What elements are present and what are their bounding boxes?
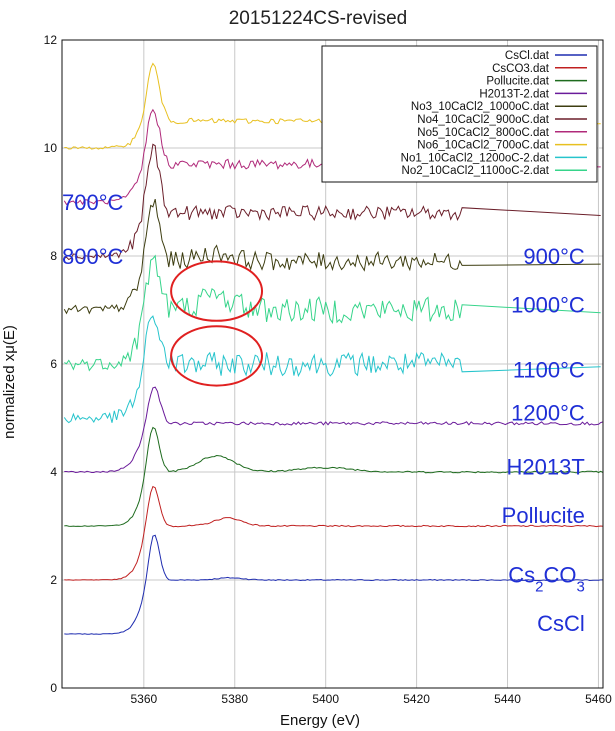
series-line [63, 315, 601, 424]
y-tick-label: 0 [50, 681, 57, 695]
x-tick-label: 5420 [403, 692, 430, 706]
legend: CsCl.datCsCO3.datPollucite.datH2013T-2.d… [321, 45, 598, 183]
y-tick-label: 2 [50, 573, 57, 587]
legend-label: No3_10CaCl2_1000oC.dat [411, 101, 550, 113]
series-line [64, 485, 604, 581]
x-tick-label: 5400 [312, 692, 339, 706]
y-tick-label: 4 [50, 465, 57, 479]
legend-label: No5_10CaCl2_800oC.dat [417, 127, 550, 139]
y-tick-label: 12 [44, 33, 58, 47]
highlight-ellipse [170, 325, 264, 387]
series-line [64, 386, 604, 474]
annotation-t700: 700°C [62, 190, 124, 215]
annotation-pollucite: Pollucite [502, 503, 585, 528]
x-tick-label: 5360 [130, 692, 157, 706]
series-line [63, 198, 601, 315]
chart-title: 20151224CS-revised [229, 8, 408, 29]
x-tick-label: 5440 [494, 692, 521, 706]
annotation-t900: 900°C [523, 244, 585, 269]
legend-label: No1_10CaCl2_1200oC-2.dat [401, 152, 550, 164]
annotation-cs2co3: Cs2CO3 [508, 563, 585, 596]
annotation-t1200: 1200°C [511, 401, 585, 426]
y-tick-label: 8 [50, 249, 57, 263]
highlight-ellipses [170, 260, 264, 387]
legend-box [321, 45, 598, 183]
legend-label: H2013T-2.dat [479, 88, 549, 100]
series-line [64, 534, 603, 635]
series-line [64, 143, 601, 261]
series-line [64, 254, 601, 372]
x-tick-label: 5460 [585, 692, 612, 706]
legend-label: Pollucite.dat [486, 76, 549, 88]
y-tick-label: 10 [44, 141, 58, 155]
annotations: 700°C 800°C 900°C 1000°C 1100°C 1200°C H2013T P… [62, 190, 585, 636]
y-axis-label: normalized xμ(E) [1, 325, 18, 439]
legend-label: No2_10CaCl2_1100oC-2.dat [402, 165, 550, 177]
annotation-cscl: CsCl [537, 611, 585, 636]
x-tick-label: 5380 [221, 692, 248, 706]
axis-ticks: 5360 5380 5400 5420 5440 5460 0 2 4 6 8 10 12 [44, 33, 612, 706]
series-line [64, 426, 604, 527]
series-lines [63, 62, 604, 635]
annotation-t800: 800°C [62, 244, 124, 269]
annotation-t1000: 1000°C [511, 293, 585, 318]
plot-frame [61, 39, 604, 689]
legend-label: No4_10CaCl2_900oC.dat [417, 114, 550, 126]
legend-label: No6_10CaCl2_700oC.dat [417, 140, 550, 152]
annotation-t1100: 1100°C [513, 357, 585, 382]
legend-label: CsCl.dat [505, 50, 550, 62]
x-axis-label: Energy (eV) [280, 712, 360, 729]
y-tick-label: 6 [50, 357, 57, 371]
legend-label: CsCO3.dat [492, 63, 550, 75]
highlight-ellipse [170, 260, 264, 322]
annotation-h2013t: H2013T [507, 455, 585, 480]
